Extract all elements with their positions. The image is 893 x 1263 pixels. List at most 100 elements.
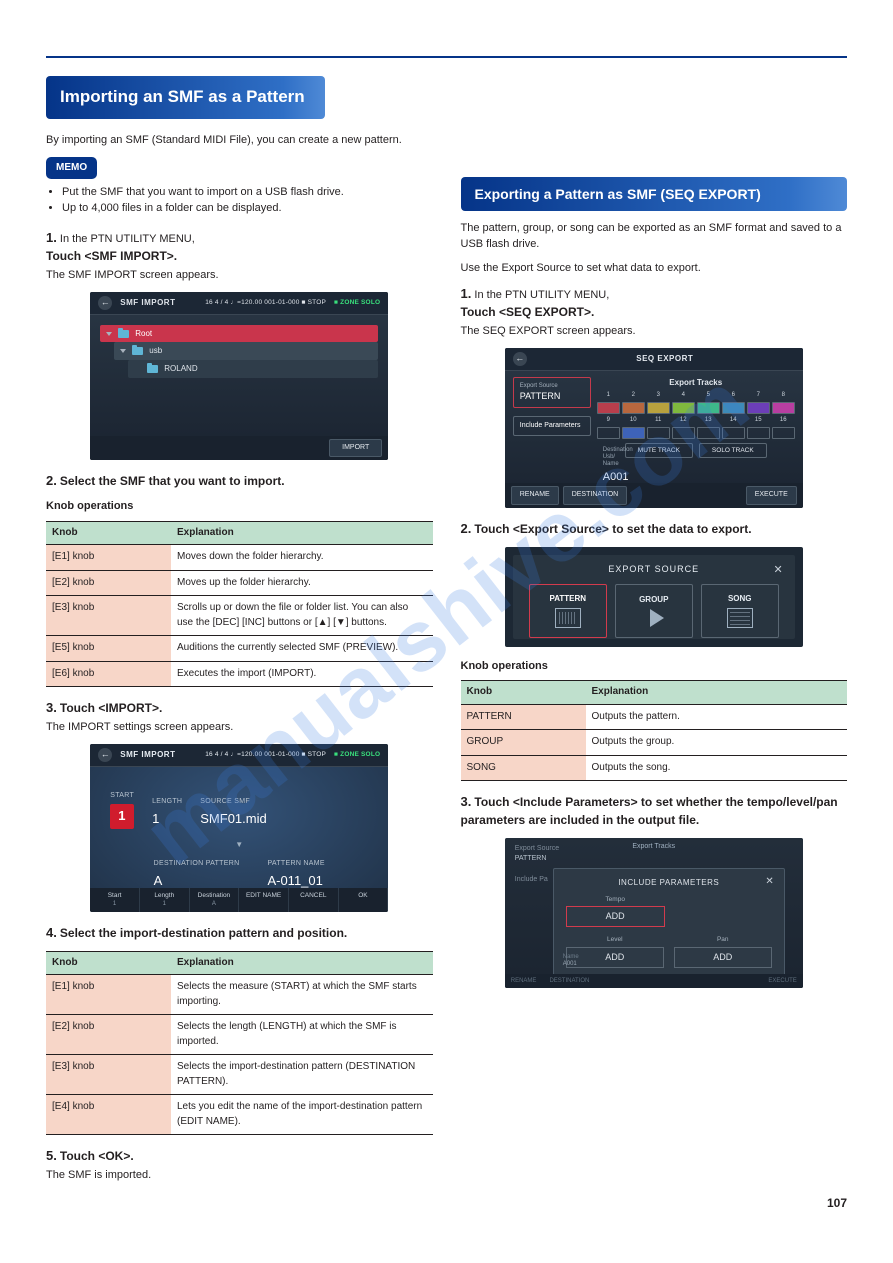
step-5: 5. Touch <OK>. The SMF is imported. (46, 1147, 433, 1184)
tree-row[interactable]: usb (114, 342, 378, 360)
step-text: Select the SMF that you want to import. (60, 474, 285, 488)
bottom-cell[interactable]: Start1 (90, 888, 140, 912)
intro-left: By importing an SMF (Standard MIDI File)… (46, 133, 433, 149)
step-text: Touch <Include Parameters> to set whethe… (461, 795, 838, 827)
step-3-right: 3. Touch <Include Parameters> to set whe… (461, 793, 848, 830)
dialog-title: INCLUDE PARAMETERS (566, 877, 772, 889)
desc-cell: Lets you edit the name of the import-des… (171, 1095, 433, 1135)
back-icon[interactable]: ← (98, 296, 112, 310)
knob-cell: [E5] knob (46, 636, 171, 662)
tempo-field[interactable]: Tempo ADD (566, 895, 665, 927)
track-number: 7 (747, 391, 770, 400)
knob-cell: [E3] knob (46, 1055, 171, 1095)
step-2: 2. Select the SMF that you want to impor… (46, 472, 433, 491)
heading-seq-export: Exporting a Pattern as SMF (SEQ EXPORT) (461, 177, 848, 211)
level-field[interactable]: Level ADD (566, 935, 664, 967)
top-rule (46, 56, 847, 58)
bottom-cell[interactable]: Length1 (140, 888, 190, 912)
bottom-cell[interactable]: DestinationA (190, 888, 240, 912)
step-text: Touch <SMF IMPORT>. (46, 249, 177, 263)
rename-button[interactable]: RENAME (511, 486, 559, 504)
back-icon[interactable]: ← (98, 748, 112, 762)
knob-cell: [E2] knob (46, 570, 171, 596)
table-row: PATTERNOutputs the pattern. (461, 704, 848, 730)
step-num: 2. (46, 473, 57, 488)
length-field[interactable]: LENGTH 1 (152, 797, 182, 829)
field-label: DESTINATION PATTERN (154, 859, 240, 869)
ss-titlebar: ← SEQ EXPORT (505, 348, 803, 371)
track-cell[interactable] (772, 402, 795, 414)
close-icon[interactable]: ✕ (765, 875, 773, 890)
table-row: [E1] knobSelects the measure (START) at … (46, 975, 433, 1015)
track-cell[interactable] (697, 427, 720, 439)
file-tree: Root usb ROLAND (90, 315, 388, 378)
export-tracks-header: Export Tracks (597, 377, 795, 389)
knob-cell: [E2] knob (46, 1015, 171, 1055)
track-number: 10 (622, 416, 645, 425)
step-num: 2. (461, 521, 472, 536)
track-number: 4 (672, 391, 695, 400)
track-cell[interactable] (722, 427, 745, 439)
track-cell[interactable] (647, 402, 670, 414)
table-row: [E1] knobMoves down the folder hierarchy… (46, 545, 433, 571)
track-cell[interactable] (772, 427, 795, 439)
screenshot-export-source-dialog: EXPORT SOURCE ✕ PATTERN GROUP SONG (505, 547, 803, 647)
track-cell[interactable] (747, 402, 770, 414)
track-cell[interactable] (597, 427, 620, 439)
close-icon[interactable]: ✕ (774, 563, 783, 579)
track-cell[interactable] (672, 427, 695, 439)
mute-track-button[interactable]: MUTE TRACK (625, 443, 693, 458)
step-num: 1. (461, 286, 472, 301)
source-option-group[interactable]: GROUP (615, 584, 693, 638)
step-num: 1. (46, 230, 57, 245)
back-icon[interactable]: ← (513, 352, 527, 366)
destination-button[interactable]: DESTINATION (563, 486, 628, 504)
field-value: SMF01.mid (200, 810, 266, 829)
folder-icon (147, 365, 158, 373)
ghost-btn: DESTINATION (549, 977, 589, 986)
table-row: [E6] knobExecutes the import (IMPORT). (46, 661, 433, 687)
bottom-cell[interactable]: OK (339, 888, 389, 912)
pattern-icon (555, 608, 581, 628)
track-cell[interactable] (597, 402, 620, 414)
pan-field[interactable]: Pan ADD (674, 935, 772, 967)
desc-cell: Selects the import-destination pattern (… (171, 1055, 433, 1095)
step-sub: The SMF IMPORT screen appears. (46, 268, 433, 284)
destination-pattern-field[interactable]: DESTINATION PATTERN A (154, 859, 240, 891)
export-source-box[interactable]: Export Source PATTERN (513, 377, 591, 409)
track-cell[interactable] (697, 402, 720, 414)
source-option-pattern[interactable]: PATTERN (529, 584, 607, 638)
start-field[interactable]: START 1 (110, 791, 134, 829)
ss-title: SEQ EXPORT (636, 353, 693, 365)
track-cell[interactable] (747, 427, 770, 439)
pattern-name-field[interactable]: PATTERN NAME A-011_01 (267, 859, 324, 891)
execute-button[interactable]: EXECUTE (746, 486, 797, 504)
bottom-cell[interactable]: EDIT NAME (239, 888, 289, 912)
bottom-cell[interactable]: CANCEL (289, 888, 339, 912)
track-cell[interactable] (622, 427, 645, 439)
track-number: 15 (747, 416, 770, 425)
table-row: GROUPOutputs the group. (461, 730, 848, 756)
field-value: ADD (566, 947, 664, 968)
field-value: ADD (674, 947, 772, 968)
intro-right-2: Use the Export Source to set what data t… (461, 261, 848, 277)
track-cell[interactable] (672, 402, 695, 414)
page-number: 107 (827, 1195, 847, 1212)
desc-cell: Moves up the folder hierarchy. (171, 570, 433, 596)
solo-track-button[interactable]: SOLO TRACK (699, 443, 767, 458)
track-cell[interactable] (647, 427, 670, 439)
desc-cell: Auditions the currently selected SMF (PR… (171, 636, 433, 662)
zone-solo-indicator: ■ ZONE SOLO (334, 750, 380, 759)
arrow-down-icon: ▼ (110, 839, 368, 851)
import-button[interactable]: IMPORT (329, 439, 382, 457)
include-parameters-box[interactable]: Include Parameters (513, 416, 591, 436)
track-cell[interactable] (622, 402, 645, 414)
tree-row[interactable]: Root (100, 325, 378, 343)
memo-badge: MEMO (46, 157, 97, 180)
tree-row[interactable]: ROLAND (128, 360, 378, 378)
table-row: [E2] knobMoves up the folder hierarchy. (46, 570, 433, 596)
desc-cell: Scrolls up or down the file or folder li… (171, 596, 433, 636)
source-option-song[interactable]: SONG (701, 584, 779, 638)
track-cell[interactable] (722, 402, 745, 414)
field-label: Tempo (566, 895, 665, 904)
